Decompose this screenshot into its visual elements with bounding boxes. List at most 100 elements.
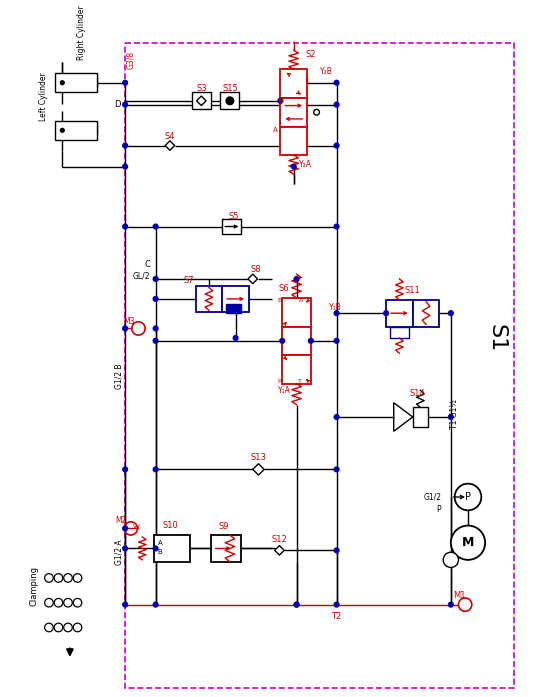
Text: G1/2 B: G1/2 B — [115, 363, 124, 389]
Circle shape — [61, 81, 64, 84]
Bar — [55, 73, 96, 92]
Bar — [282, 326, 311, 355]
Text: Y₂B: Y₂B — [321, 67, 333, 76]
Circle shape — [61, 128, 64, 132]
Bar — [386, 300, 413, 326]
Text: S4: S4 — [165, 132, 175, 141]
Bar — [220, 92, 240, 109]
Bar — [222, 286, 249, 312]
Circle shape — [451, 526, 485, 560]
Circle shape — [153, 467, 158, 472]
Text: S10: S10 — [162, 521, 178, 530]
Circle shape — [334, 415, 339, 420]
Text: GL/2: GL/2 — [132, 272, 150, 281]
Text: A: A — [158, 539, 162, 546]
Text: A: A — [273, 128, 278, 133]
Text: S13: S13 — [250, 454, 266, 462]
Bar — [280, 70, 307, 98]
Circle shape — [153, 277, 158, 282]
Circle shape — [334, 311, 339, 316]
Text: T: T — [299, 378, 302, 383]
Text: M1: M1 — [453, 590, 465, 599]
Text: S11: S11 — [405, 286, 421, 295]
Text: S3: S3 — [196, 84, 207, 93]
Circle shape — [449, 311, 453, 316]
Text: B: B — [277, 298, 281, 303]
Text: G1/2: G1/2 — [423, 493, 441, 502]
Text: Clamping: Clamping — [29, 565, 38, 606]
Text: M3: M3 — [123, 317, 135, 326]
Circle shape — [123, 102, 128, 107]
Circle shape — [123, 224, 128, 229]
Text: S12: S12 — [272, 535, 287, 544]
Text: S8: S8 — [250, 265, 261, 274]
Text: Y₁B: Y₁B — [329, 303, 342, 312]
Circle shape — [334, 224, 339, 229]
Text: B: B — [278, 98, 283, 104]
Bar — [413, 408, 428, 427]
Circle shape — [455, 484, 481, 510]
Text: T1 G1½: T1 G1½ — [450, 399, 459, 429]
Circle shape — [123, 526, 128, 531]
Bar — [55, 121, 96, 140]
Bar — [192, 92, 211, 109]
Circle shape — [280, 339, 285, 343]
Bar — [280, 127, 307, 155]
Text: P: P — [465, 492, 471, 502]
Text: W: W — [133, 523, 140, 530]
Circle shape — [384, 311, 389, 316]
Circle shape — [449, 415, 453, 420]
Text: Y₁A: Y₁A — [278, 386, 291, 395]
Text: M: M — [462, 536, 474, 549]
Bar — [280, 98, 307, 127]
Bar — [282, 298, 311, 326]
Circle shape — [153, 602, 158, 607]
Circle shape — [294, 602, 299, 607]
Circle shape — [123, 326, 128, 331]
Text: S9: S9 — [219, 522, 229, 531]
Circle shape — [294, 277, 299, 282]
Circle shape — [153, 326, 158, 331]
Bar — [125, 43, 513, 689]
Circle shape — [334, 339, 339, 343]
Bar — [154, 535, 190, 562]
Text: M2: M2 — [116, 516, 127, 526]
Text: T2: T2 — [331, 611, 341, 620]
Text: A: A — [299, 298, 303, 303]
Circle shape — [294, 602, 299, 607]
Text: P: P — [278, 378, 281, 383]
Bar — [413, 300, 440, 326]
Text: S5: S5 — [228, 212, 239, 220]
Circle shape — [292, 164, 296, 169]
Text: S6: S6 — [279, 284, 289, 293]
Text: Left Cylinder: Left Cylinder — [39, 72, 48, 121]
Bar — [222, 219, 241, 234]
Circle shape — [233, 335, 238, 340]
Text: G1/2 A: G1/2 A — [115, 539, 124, 565]
Text: P: P — [437, 505, 441, 514]
Text: G3/8: G3/8 — [126, 51, 136, 69]
Bar — [390, 326, 409, 338]
Text: S15: S15 — [222, 84, 238, 93]
Text: S14: S14 — [410, 389, 426, 398]
Circle shape — [314, 109, 319, 115]
Circle shape — [334, 102, 339, 107]
Circle shape — [443, 552, 458, 567]
Text: B: B — [158, 549, 162, 556]
Text: S1: S1 — [487, 324, 507, 352]
Circle shape — [123, 80, 128, 85]
Bar — [282, 355, 311, 383]
Circle shape — [153, 546, 158, 551]
Circle shape — [123, 143, 128, 148]
Circle shape — [123, 602, 128, 607]
Text: Y₂A: Y₂A — [299, 160, 311, 169]
Circle shape — [309, 339, 313, 343]
Circle shape — [449, 602, 453, 607]
Bar — [196, 286, 222, 312]
Circle shape — [334, 548, 339, 553]
Circle shape — [334, 80, 339, 85]
Circle shape — [123, 164, 128, 169]
Circle shape — [153, 224, 158, 229]
Circle shape — [226, 97, 234, 105]
Circle shape — [123, 467, 128, 472]
